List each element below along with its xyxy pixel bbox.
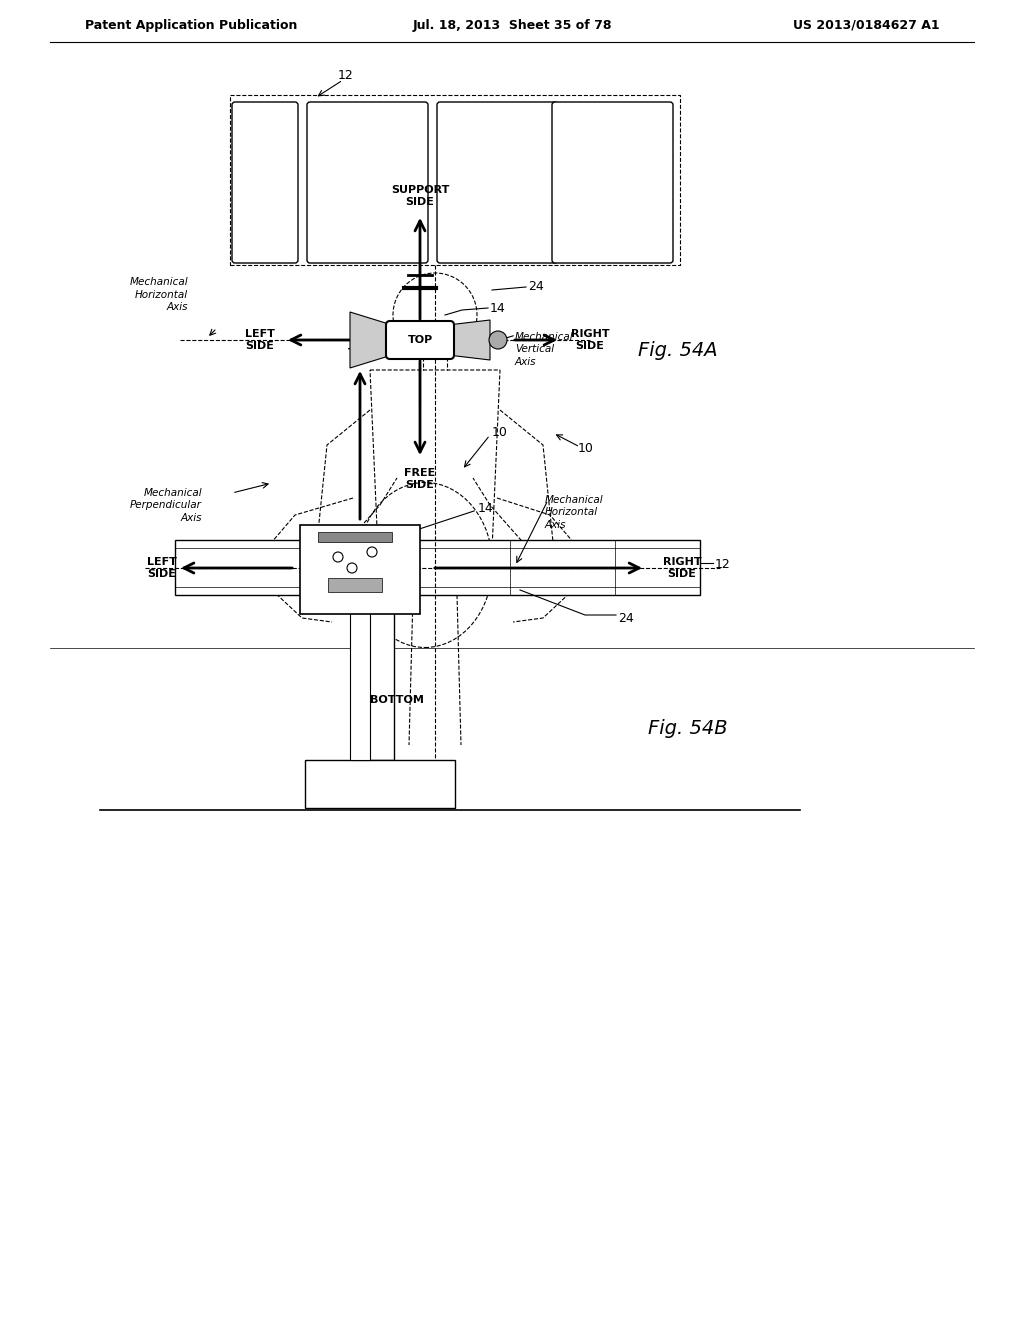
FancyBboxPatch shape <box>300 525 420 614</box>
Text: LEFT
SIDE: LEFT SIDE <box>245 329 274 351</box>
Text: 24: 24 <box>528 281 544 293</box>
Text: 14: 14 <box>478 502 494 515</box>
Text: Patent Application Publication: Patent Application Publication <box>85 18 297 32</box>
Text: Fig. 54B: Fig. 54B <box>648 718 728 738</box>
Text: RIGHT
SIDE: RIGHT SIDE <box>663 557 701 578</box>
FancyBboxPatch shape <box>437 102 558 263</box>
Text: Mechanical
Horizontal
Axis: Mechanical Horizontal Axis <box>545 495 603 529</box>
Text: 12: 12 <box>715 558 731 572</box>
Circle shape <box>333 552 343 562</box>
Text: 14: 14 <box>490 301 506 314</box>
Text: 12: 12 <box>338 69 353 82</box>
Text: Mechanical
Perpendicular
Axis: Mechanical Perpendicular Axis <box>130 488 202 523</box>
Text: LEFT
SIDE: LEFT SIDE <box>147 557 177 578</box>
Text: Jul. 18, 2013  Sheet 35 of 78: Jul. 18, 2013 Sheet 35 of 78 <box>413 18 611 32</box>
Text: US 2013/0184627 A1: US 2013/0184627 A1 <box>794 18 940 32</box>
Text: BOTTOM: BOTTOM <box>370 696 424 705</box>
Polygon shape <box>350 595 370 760</box>
Circle shape <box>347 564 357 573</box>
Text: 24: 24 <box>618 611 634 624</box>
FancyBboxPatch shape <box>552 102 673 263</box>
Polygon shape <box>366 595 394 760</box>
Polygon shape <box>350 312 392 368</box>
Text: 10: 10 <box>578 441 594 454</box>
Text: TOP: TOP <box>408 335 432 345</box>
FancyBboxPatch shape <box>232 102 298 263</box>
Circle shape <box>489 331 507 348</box>
FancyBboxPatch shape <box>386 321 454 359</box>
Text: Mechanical
Vertical
Axis: Mechanical Vertical Axis <box>515 333 573 367</box>
Polygon shape <box>305 760 455 808</box>
Polygon shape <box>318 532 392 543</box>
Text: 10: 10 <box>492 425 508 438</box>
FancyBboxPatch shape <box>307 102 428 263</box>
Text: Mechanical
Horizontal
Axis: Mechanical Horizontal Axis <box>129 277 188 312</box>
Text: FREE
SIDE: FREE SIDE <box>404 469 435 490</box>
Text: Fig. 54A: Fig. 54A <box>638 341 718 359</box>
Text: TOP: TOP <box>347 348 373 358</box>
Polygon shape <box>175 540 700 595</box>
Circle shape <box>367 546 377 557</box>
Text: SUPPORT
SIDE: SUPPORT SIDE <box>391 185 450 207</box>
Polygon shape <box>449 319 490 360</box>
Polygon shape <box>328 578 382 591</box>
Text: RIGHT
SIDE: RIGHT SIDE <box>570 329 609 351</box>
